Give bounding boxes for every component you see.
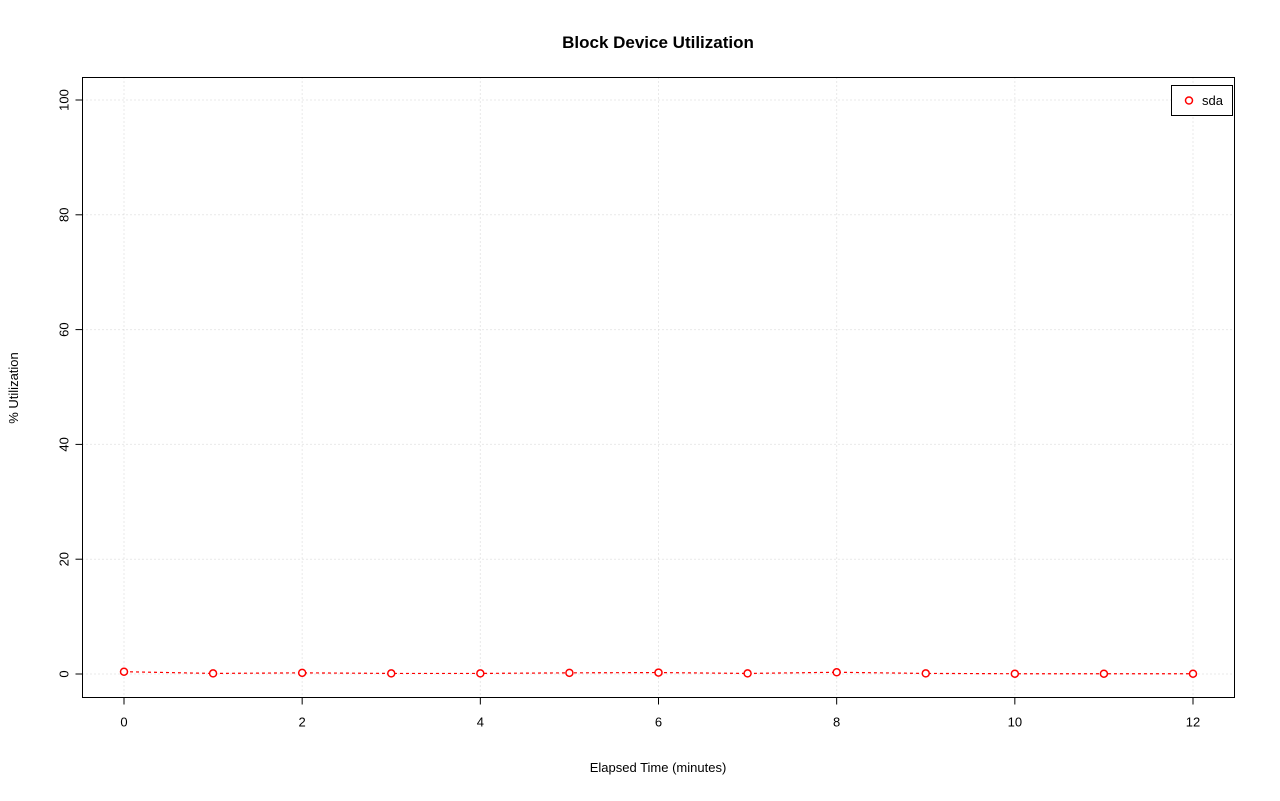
x-tick-label: 6 — [655, 715, 662, 730]
grid-lines — [82, 77, 1235, 698]
x-tick-label: 0 — [120, 715, 127, 730]
y-tick-label: 80 — [57, 208, 72, 222]
x-axis-label: Elapsed Time (minutes) — [590, 760, 727, 775]
y-tick-label: 100 — [57, 89, 72, 111]
legend: sda — [1171, 85, 1233, 116]
data-point-sda — [476, 669, 485, 678]
y-axis-label: % Utilization — [6, 352, 21, 424]
data-point-sda — [208, 669, 218, 678]
data-point-sda — [565, 668, 574, 678]
y-tick-label: 60 — [57, 322, 72, 336]
legend-marker-circle-icon — [1184, 96, 1194, 105]
data-point-sda — [1010, 669, 1020, 678]
y-tick-label: 0 — [57, 670, 72, 677]
data-point-sda — [119, 667, 129, 676]
x-axis: 0 2 4 6 8 10 12 — [120, 697, 1200, 730]
data-point-sda — [297, 668, 307, 678]
legend-label-sda: sda — [1202, 93, 1224, 108]
x-tick-label: 12 — [1186, 715, 1200, 730]
data-point-sda — [1188, 669, 1198, 678]
data-point-sda — [1099, 669, 1109, 678]
data-point-sda — [921, 669, 930, 678]
x-tick-label: 2 — [299, 715, 306, 730]
y-axis: 0 20 40 60 80 100 — [57, 89, 83, 678]
legend-box — [1171, 85, 1233, 116]
y-tick-label: 20 — [57, 552, 72, 566]
y-tick-label: 40 — [57, 437, 72, 451]
data-point-sda — [743, 669, 752, 678]
data-point-sda — [654, 668, 663, 677]
data-point-sda — [832, 668, 841, 677]
data-series-sda — [119, 667, 1198, 678]
chart-title: Block Device Utilization — [562, 33, 754, 52]
x-tick-label: 4 — [477, 715, 484, 730]
x-tick-label: 10 — [1008, 715, 1022, 730]
data-point-sda — [387, 669, 396, 678]
x-tick-label: 8 — [833, 715, 840, 730]
